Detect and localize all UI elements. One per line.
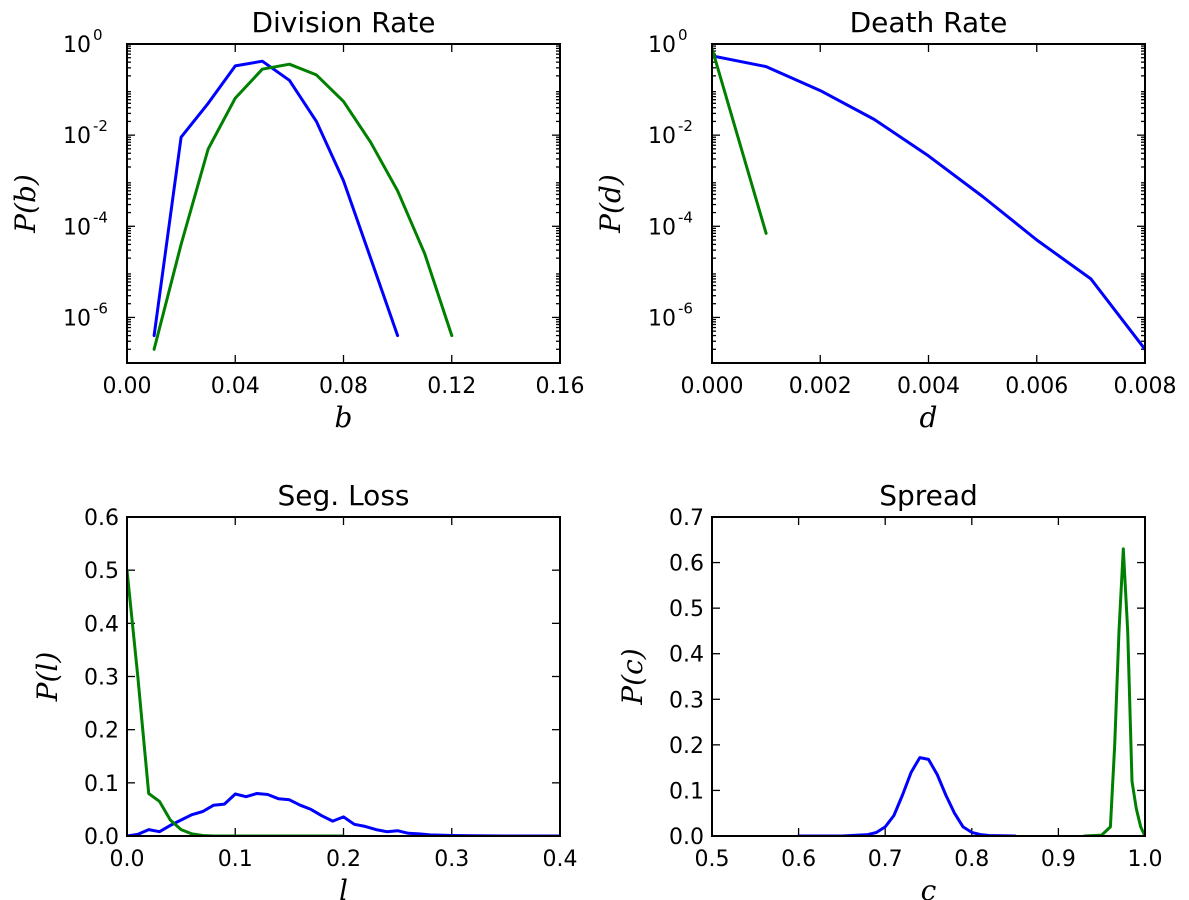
x-tick-label: 0.5 [695, 847, 730, 872]
x-tick-label: 0.7 [868, 847, 903, 872]
plot-frame [711, 43, 1146, 364]
x-tick-label: 0.1 [218, 847, 253, 872]
y-tick-label: 0.1 [84, 772, 119, 797]
chart-panel-4: Spread 0.5 0.6 0.7 0.8 0.9 1.0 0.0 0.1 0.2 0.3 0.4 0… [616, 479, 1163, 900]
series-group [152, 59, 454, 351]
y-tick-label: 0.2 [669, 734, 704, 759]
y-tick-label: 10 [63, 33, 91, 58]
chart-title: Spread [879, 479, 978, 512]
x-tick-label: 0.9 [1041, 847, 1076, 872]
series-group [127, 568, 560, 836]
y-tick-label: 0.6 [84, 506, 119, 531]
y-axis-label: P(d) [594, 174, 627, 234]
y-tick-label: 0.1 [669, 779, 704, 804]
x-axis-label: l [339, 874, 348, 900]
y-tick-label: 10 [63, 215, 91, 240]
x-axis-label: b [335, 401, 353, 434]
series-line-blue [127, 792, 560, 836]
y-tick-label: 0.0 [669, 825, 704, 850]
plot-frame [711, 516, 1146, 837]
x-tick-label: 0.16 [536, 374, 585, 399]
y-axis-label: P(l) [31, 652, 64, 703]
y-tick-exponent: -4 [678, 208, 693, 226]
series-line-blue [797, 756, 1017, 836]
y-tick-label: 0.7 [669, 506, 704, 531]
plot-frame [126, 516, 561, 837]
y-tick-exponent: -2 [678, 117, 693, 135]
x-tick-label: 0.008 [1114, 374, 1177, 399]
y-tick-label: 10 [648, 124, 676, 149]
y-tick-exponent: -6 [93, 299, 108, 317]
y-tick-label: 0.5 [669, 597, 704, 622]
x-axis-label: c [921, 874, 937, 900]
y-tick-label: 10 [63, 306, 91, 331]
x-tick-label: 0.08 [319, 374, 368, 399]
y-tick-exponent: 0 [678, 26, 688, 44]
series-group [712, 46, 1145, 351]
x-tick-label: 0.004 [897, 374, 960, 399]
y-tick-label: 10 [63, 124, 91, 149]
series-line-green [712, 46, 768, 235]
y-tick-label: 0.2 [84, 719, 119, 744]
y-tick-label: 0.5 [84, 559, 119, 584]
y-tick-label: 0.3 [669, 688, 704, 713]
y-tick-label: 10 [648, 215, 676, 240]
y-tick-exponent: -6 [678, 299, 693, 317]
x-tick-label: 0.00 [103, 374, 152, 399]
series-group [797, 547, 1145, 836]
x-tick-label: 0.000 [681, 374, 744, 399]
y-tick-exponent: 0 [93, 26, 103, 44]
x-tick-label: 1.0 [1128, 847, 1163, 872]
series-line-green [1082, 547, 1145, 836]
x-tick-label: 0.3 [434, 847, 469, 872]
y-tick-label: 0.3 [84, 666, 119, 691]
series-line-blue [152, 59, 400, 338]
y-tick-label: 10 [648, 306, 676, 331]
x-tick-label: 0.04 [211, 374, 260, 399]
x-tick-label: 0.6 [781, 847, 816, 872]
y-tick-label: 0.0 [84, 825, 119, 850]
x-tick-label: 0.8 [954, 847, 989, 872]
chart-title: Division Rate [251, 6, 435, 39]
x-tick-label: 0.006 [1005, 374, 1068, 399]
y-axis-label: P(c) [616, 648, 649, 705]
y-tick-exponent: -4 [93, 208, 108, 226]
y-tick-label: 10 [648, 33, 676, 58]
series-line-green [127, 568, 345, 836]
y-tick-label: 0.6 [669, 552, 704, 577]
x-axis-label: d [920, 401, 938, 434]
x-tick-label: 0.12 [427, 374, 476, 399]
y-tick-exponent: -2 [93, 117, 108, 135]
y-tick-label: 0.4 [669, 643, 704, 668]
series-line-green [152, 62, 454, 351]
y-tick-label: 0.4 [84, 612, 119, 637]
x-tick-label: 0.0 [110, 847, 145, 872]
x-tick-label: 0.002 [789, 374, 852, 399]
x-tick-label: 0.2 [326, 847, 361, 872]
plot-frame [126, 43, 561, 364]
chart-title: Seg. Loss [278, 479, 410, 512]
y-axis-label: P(b) [9, 174, 42, 234]
chart-panel-3: Seg. Loss 0.0 0.1 0.2 0.3 0.4 0.0 0.1 0.2 0.3 0.4 0… [31, 479, 578, 900]
chart-title: Death Rate [850, 6, 1008, 39]
x-tick-label: 0.4 [543, 847, 578, 872]
series-line-blue [712, 54, 1145, 351]
